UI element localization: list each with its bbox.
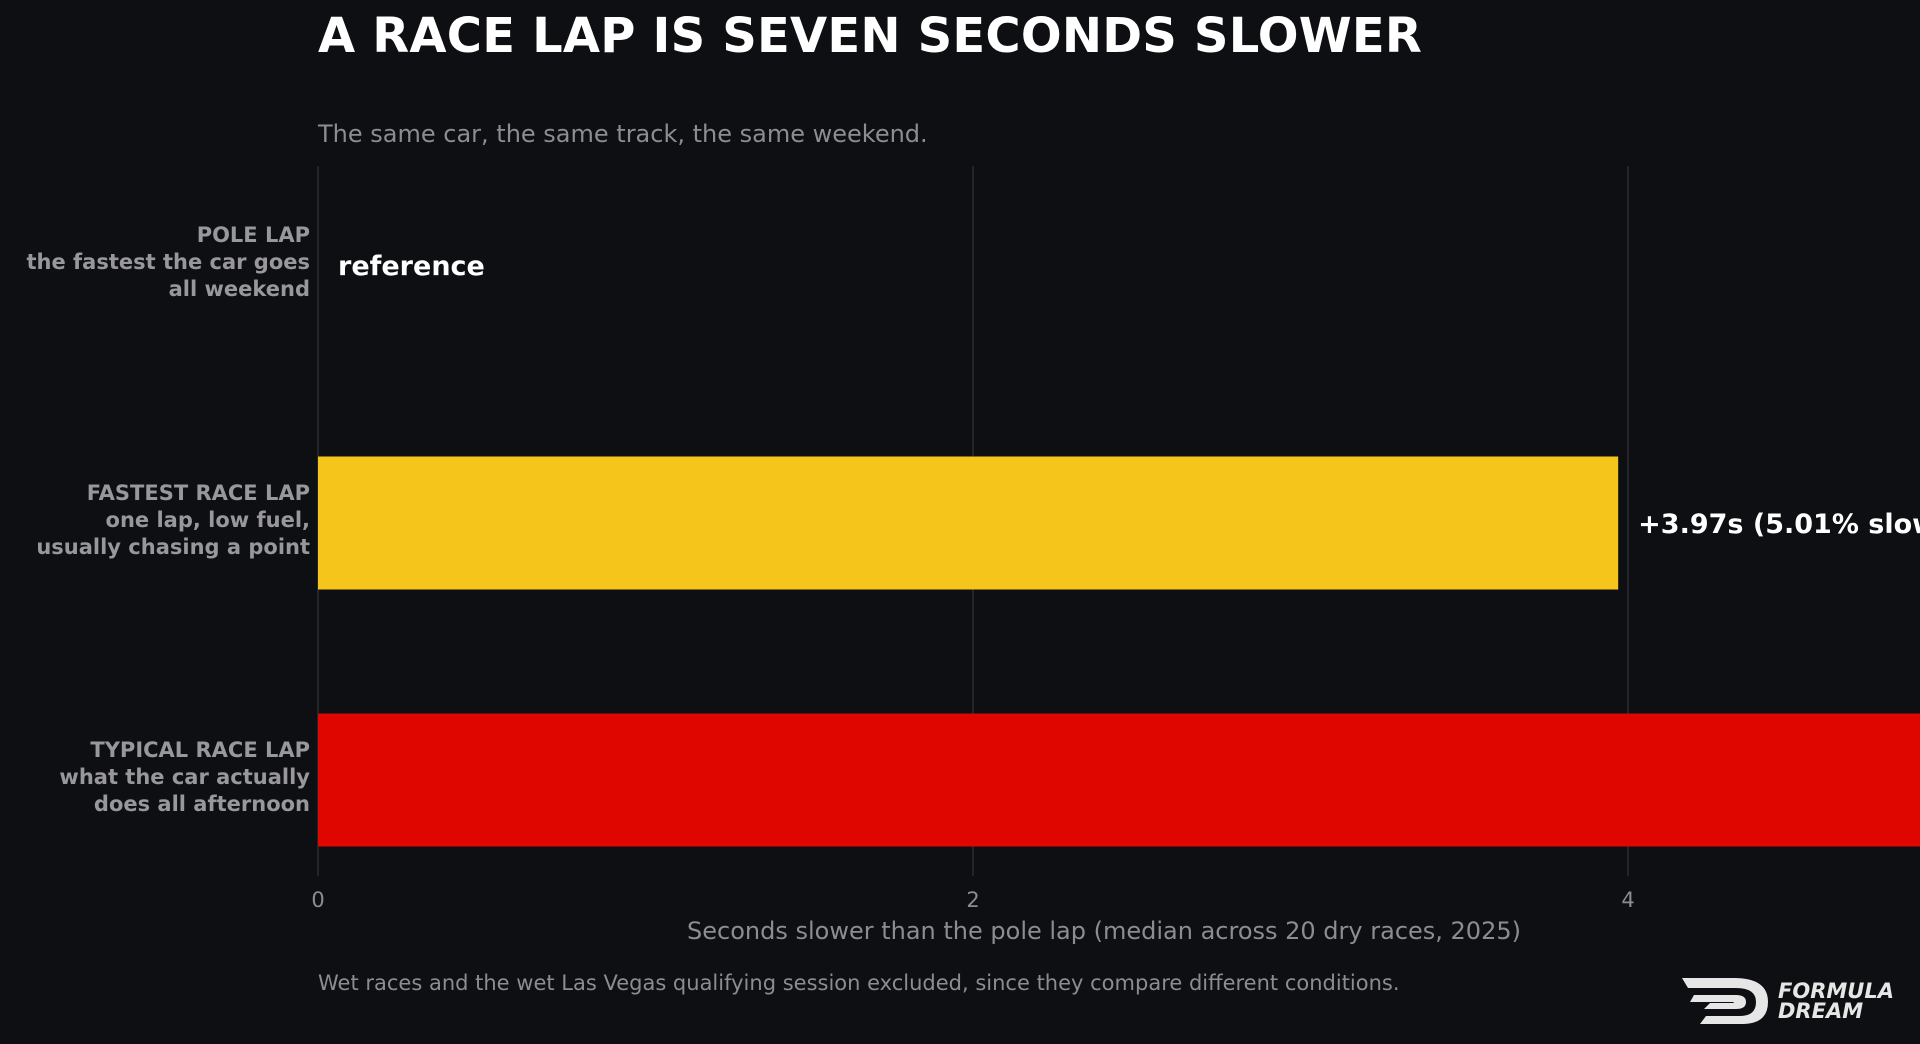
category-title: TYPICAL RACE LAP	[90, 738, 310, 762]
bar-value-label: reference	[338, 251, 485, 282]
x-tick-label: 0	[311, 888, 324, 912]
bar-value-label: +3.97s (5.01% slower)	[1638, 509, 1920, 540]
category-title: POLE LAP	[197, 223, 310, 247]
chart-title: A RACE LAP IS SEVEN SECONDS SLOWER	[318, 8, 1423, 64]
bar	[318, 456, 1619, 590]
bar-chart: reference+3.97s (5.01% slower)+6.99s (8.…	[26, 166, 1920, 945]
bar	[318, 713, 1920, 847]
footnote: Wet races and the wet Las Vegas qualifyi…	[318, 971, 1400, 995]
x-axis-label: Seconds slower than the pole lap (median…	[687, 917, 1521, 945]
x-tick-label: 2	[966, 888, 979, 912]
logo-line-1: FORMULA	[1778, 979, 1894, 1003]
category-description-line: usually chasing a point	[36, 535, 310, 559]
logo-wordmark: FORMULA DREAM	[1778, 979, 1894, 1023]
category-description-line: does all afternoon	[94, 792, 310, 816]
category-title: FASTEST RACE LAP	[87, 481, 310, 505]
x-tick-label: 4	[1621, 888, 1634, 912]
chart-subtitle: The same car, the same track, the same w…	[318, 120, 928, 148]
formula-dream-logo-mark-icon	[1682, 978, 1768, 1024]
logo-line-2: DREAM	[1778, 999, 1864, 1023]
category-description-line: one lap, low fuel,	[106, 508, 310, 532]
category-description-line: the fastest the car goes	[26, 250, 310, 274]
formula-dream-logo: FORMULA DREAM	[1680, 975, 1894, 1027]
category-description-line: all weekend	[169, 277, 310, 301]
category-description-line: what the car actually	[59, 765, 310, 789]
